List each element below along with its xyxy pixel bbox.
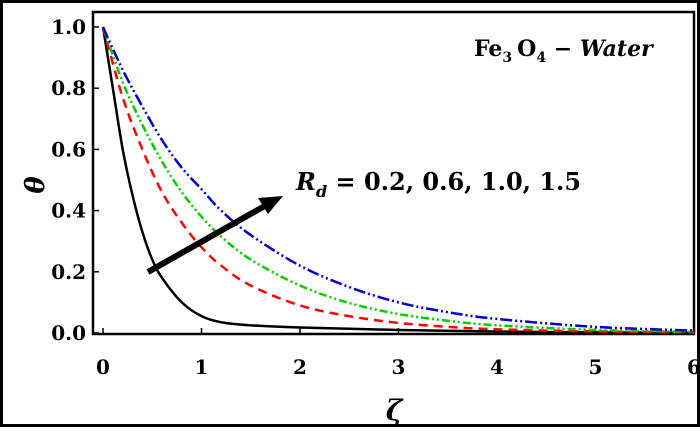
x-axis-title: ζ [386,394,404,427]
x-tick-label: 0 [96,355,110,379]
series-line-0-2 [101,26,695,334]
series-layer [101,26,695,334]
arrow-head [258,196,283,214]
fluid-sub-2: 4 [536,50,546,66]
parameter-subscript: d [316,182,327,201]
y-tick-label: 0.8 [51,76,86,100]
y-axis-title: θ [21,176,51,194]
fluid-species-2: O [517,36,536,62]
parameter-values: = 0.2, 0.6, 1.0, 1.5 [327,167,581,196]
y-tick-label: 0.0 [51,321,86,345]
fluid-sub-1: 3 [502,50,512,66]
increase-arrow [146,196,283,275]
y-tick-label: 0.2 [51,260,86,284]
y-tick-label: 0.6 [51,137,86,161]
y-axis-ticks: 0.0 0.2 0.4 0.6 0.8 1.0 [51,15,99,345]
plot-frame [91,10,696,336]
series-line-0-6 [101,26,695,334]
fluid-annotation: Fe3 O4 − Water [474,36,654,66]
series-line-1-5 [101,26,695,332]
x-tick-label: 6 [687,355,700,379]
parameter-annotation: Rd = 0.2, 0.6, 1.0, 1.5 [295,167,581,201]
x-tick-label: 5 [589,355,603,379]
x-tick-label: 2 [293,355,307,379]
parameter-symbol: R [295,167,316,196]
arrow-shaft [146,200,272,275]
fluid-species-1: Fe [474,36,502,62]
series-line-1 [101,26,695,334]
fluid-dash: − [546,36,580,62]
x-tick-label: 4 [490,355,504,379]
x-tick-label: 1 [195,355,209,379]
y-tick-label: 1.0 [51,15,86,39]
fluid-medium: Water [580,36,654,62]
y-tick-label: 0.4 [51,199,86,223]
x-tick-label: 3 [392,355,406,379]
x-axis-ticks: 0 1 2 3 4 5 6 [96,328,700,379]
